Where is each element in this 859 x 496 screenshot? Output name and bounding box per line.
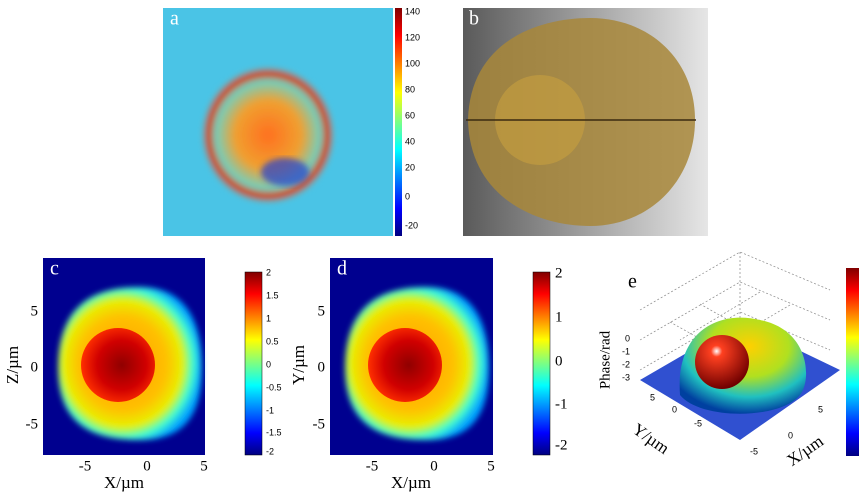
nucleus [368, 328, 442, 402]
colorbar-tick: 100 [405, 58, 420, 68]
nucleus [695, 335, 749, 389]
colorbar-tick: 1 [266, 313, 271, 323]
x-tick-label: -5 [366, 458, 379, 474]
x-axis-label: X/µm [391, 473, 431, 492]
y-tick-label: 5 [650, 392, 655, 402]
panel-label: e [628, 271, 637, 293]
colorbar-tick: -1 [555, 396, 568, 412]
x-tick-label: 0 [143, 458, 151, 474]
colorbar [244, 271, 263, 456]
colorbar [395, 8, 402, 236]
x-tick-label: -5 [79, 458, 92, 474]
colorbar-tick: -1.5 [266, 427, 282, 437]
z-tick-label: -3 [622, 372, 630, 382]
colorbar-tick: -20 [405, 220, 418, 230]
y-tick-label: 0 [672, 404, 677, 414]
y-axis-label: Z/µm [3, 346, 22, 384]
x-tick-label: 0 [788, 430, 793, 440]
panel-label: b [469, 8, 479, 30]
x-tick-label: 5 [200, 458, 208, 474]
colorbar [532, 271, 551, 456]
colorbar-tick: 0.5 [266, 336, 279, 346]
z-tick-label: -1 [622, 346, 630, 356]
colorbar-tick: -1 [266, 405, 274, 415]
x-tick-label: 5 [487, 458, 495, 474]
y-tick-label: 5 [318, 303, 326, 319]
colorbar-tick: 2 [555, 265, 563, 281]
x-tick-label: 5 [818, 404, 823, 414]
colorbar-tick: -2 [266, 446, 274, 456]
colorbar-tick: 2 [266, 267, 271, 277]
y-tick-label: 0 [31, 359, 39, 375]
colorbar-tick: 1.5 [266, 290, 279, 300]
colorbar-tick: 0 [405, 191, 410, 201]
panel-d: d -5 0 5 5 0 -5 X/µm Y/µm 2 1 0 -1 -2 [289, 258, 568, 492]
panel-a: a 140 120 100 80 60 40 20 0 -20 [163, 6, 420, 236]
y-tick-label: 5 [31, 303, 39, 319]
panel-label: d [337, 258, 347, 280]
x-tick-label: -5 [750, 446, 758, 456]
colorbar-tick: 80 [405, 84, 415, 94]
colorbar-tick: -0.5 [266, 382, 282, 392]
nucleus [81, 328, 155, 402]
z-tick-label: 0 [625, 333, 630, 343]
y-tick-label: -5 [694, 418, 702, 428]
x-axis-label: X/µm [104, 473, 144, 492]
colorbar-tick: 60 [405, 110, 415, 120]
colorbar-tick: 0 [266, 359, 271, 369]
colorbar-tick: -2 [555, 437, 568, 453]
z-tick-label: -2 [622, 359, 630, 369]
y-tick-label: -5 [313, 416, 326, 432]
colorbar-tick: 120 [405, 32, 420, 42]
colorbar [846, 268, 859, 456]
colorbar-tick: 40 [405, 136, 415, 146]
panel-b: b [463, 8, 708, 236]
z-axis-label: Phase/rad [597, 330, 613, 389]
y-axis-label: Y/µm [629, 419, 673, 458]
x-tick-label: 0 [430, 458, 438, 474]
cell-detail [261, 158, 309, 186]
panel-label: a [170, 8, 179, 30]
y-tick-label: -5 [26, 416, 39, 432]
cell [202, 67, 334, 203]
colorbar-tick: 0 [555, 353, 563, 369]
colorbar-tick: 20 [405, 162, 415, 172]
panel-e: e Phase/rad 0 -1 -2 -3 5 0 -5 Y/µm 5 0 -… [597, 251, 859, 470]
panel-label: c [50, 258, 59, 280]
colorbar-tick: 140 [405, 6, 420, 16]
y-tick-label: 0 [318, 359, 326, 375]
panel-c: c -5 0 5 5 0 -5 X/µm Z/µm 2 1.5 1 0.5 0 … [3, 258, 282, 492]
y-axis-label: Y/µm [289, 345, 308, 385]
colorbar-tick: 1 [555, 309, 563, 325]
